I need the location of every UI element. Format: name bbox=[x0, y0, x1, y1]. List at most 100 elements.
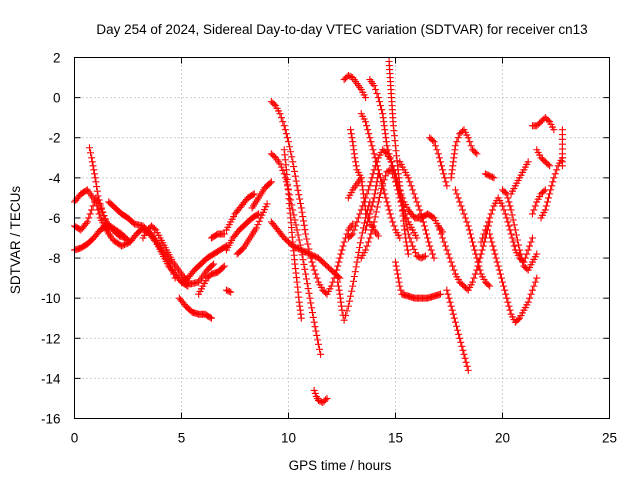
data-point bbox=[290, 211, 298, 219]
data-point bbox=[501, 189, 509, 197]
data-point bbox=[465, 226, 473, 234]
data-point bbox=[410, 245, 418, 253]
data-point bbox=[369, 198, 377, 206]
data-point bbox=[491, 250, 499, 258]
data-point bbox=[103, 220, 111, 228]
series-arc27 bbox=[340, 72, 370, 102]
data-point bbox=[389, 218, 397, 226]
data-point bbox=[479, 234, 487, 242]
data-point bbox=[225, 287, 233, 295]
data-point bbox=[279, 118, 287, 126]
data-point bbox=[378, 178, 386, 186]
data-point bbox=[509, 216, 517, 224]
x-tick-label: 0 bbox=[71, 431, 79, 446]
x-tick-label: 10 bbox=[281, 431, 296, 446]
data-point bbox=[385, 150, 393, 158]
data-point bbox=[306, 294, 314, 302]
data-point bbox=[254, 221, 262, 229]
data-point bbox=[439, 166, 447, 174]
data-point bbox=[206, 313, 214, 321]
data-point bbox=[495, 266, 503, 274]
data-point bbox=[168, 266, 176, 274]
data-point bbox=[451, 318, 459, 326]
data-point bbox=[490, 246, 498, 254]
data-point bbox=[374, 166, 382, 174]
series-arc14 bbox=[233, 200, 271, 258]
data-point bbox=[489, 206, 497, 214]
data-point bbox=[447, 258, 455, 266]
data-point bbox=[420, 253, 428, 261]
data-point bbox=[506, 202, 514, 210]
data-point bbox=[396, 282, 404, 290]
data-point bbox=[500, 282, 508, 290]
data-point bbox=[295, 236, 303, 244]
data-point bbox=[87, 149, 95, 157]
data-point bbox=[367, 230, 375, 238]
data-point bbox=[500, 206, 508, 214]
data-point bbox=[519, 258, 527, 266]
data-point bbox=[90, 166, 98, 174]
data-point bbox=[299, 217, 307, 225]
data-point bbox=[171, 274, 179, 282]
data-point bbox=[373, 203, 381, 211]
data-point bbox=[502, 290, 510, 298]
data-point bbox=[249, 191, 257, 199]
data-point bbox=[362, 226, 370, 234]
data-point bbox=[387, 214, 395, 222]
data-point bbox=[311, 389, 319, 397]
data-point bbox=[302, 270, 310, 278]
y-tick-label: -12 bbox=[41, 331, 61, 346]
data-point bbox=[511, 226, 519, 234]
data-point bbox=[558, 162, 566, 170]
data-point bbox=[464, 222, 472, 230]
data-point bbox=[104, 225, 112, 233]
data-point bbox=[435, 154, 443, 162]
data-point bbox=[387, 158, 395, 166]
series-arc8 bbox=[178, 242, 230, 286]
data-point bbox=[344, 302, 352, 310]
data-point bbox=[357, 234, 365, 242]
y-tick-label: -16 bbox=[41, 412, 61, 427]
data-point bbox=[471, 246, 479, 254]
data-point bbox=[362, 206, 370, 214]
data-point bbox=[404, 250, 412, 258]
data-point bbox=[501, 210, 509, 218]
data-point bbox=[484, 281, 492, 289]
data-point bbox=[85, 144, 93, 152]
data-point bbox=[493, 258, 501, 266]
data-point bbox=[421, 252, 429, 260]
data-point bbox=[363, 210, 371, 218]
data-point bbox=[367, 138, 375, 146]
data-point bbox=[334, 278, 342, 286]
data-point bbox=[338, 246, 346, 254]
data-point bbox=[279, 166, 287, 174]
data-point bbox=[276, 160, 284, 168]
data-point bbox=[343, 307, 351, 315]
x-tick-label: 25 bbox=[602, 431, 617, 446]
data-point bbox=[350, 226, 358, 234]
data-point bbox=[443, 246, 451, 254]
data-point bbox=[472, 250, 480, 258]
data-point bbox=[499, 202, 506, 210]
data-point bbox=[543, 198, 551, 206]
data-point bbox=[394, 274, 402, 282]
series-arc43 bbox=[528, 186, 549, 218]
series-arc47 bbox=[558, 126, 566, 170]
data-point bbox=[403, 242, 411, 250]
data-point bbox=[438, 162, 446, 170]
series-arc10 bbox=[207, 230, 228, 242]
data-point bbox=[340, 316, 348, 324]
data-point bbox=[374, 232, 382, 240]
data-point bbox=[219, 263, 227, 271]
data-point bbox=[403, 214, 411, 222]
data-point bbox=[464, 134, 472, 142]
series-arc40 bbox=[486, 230, 541, 326]
data-point bbox=[353, 258, 361, 266]
data-point bbox=[93, 187, 101, 195]
data-point bbox=[413, 198, 421, 206]
data-point bbox=[411, 194, 419, 202]
data-point bbox=[544, 160, 552, 168]
data-point bbox=[494, 262, 502, 270]
data-point bbox=[339, 242, 347, 250]
data-point bbox=[540, 187, 548, 195]
